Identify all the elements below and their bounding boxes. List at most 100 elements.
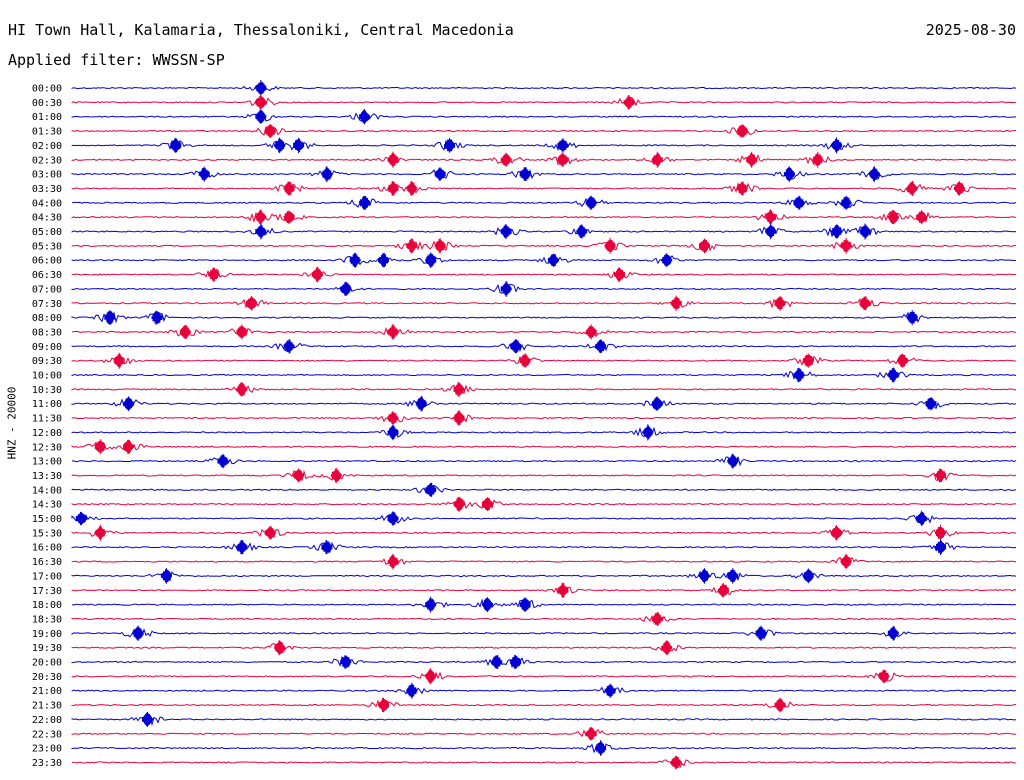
trace-line: [72, 629, 1016, 638]
event-burst: [482, 497, 492, 511]
trace-line: [72, 759, 1016, 768]
row-time-label: 00:30: [32, 98, 62, 109]
event-burst: [511, 339, 521, 353]
event-burst: [124, 440, 134, 454]
row-time-label: 01:30: [32, 127, 62, 138]
row-time-label: 19:30: [32, 643, 62, 654]
event-burst: [794, 196, 804, 210]
event-burst: [784, 166, 794, 181]
event-burst: [803, 569, 813, 584]
trace-line: [72, 85, 1016, 94]
event-burst: [615, 268, 625, 282]
event-burst: [133, 626, 143, 641]
event-burst: [95, 525, 105, 541]
event-burst: [114, 353, 124, 369]
event-burst: [331, 468, 341, 483]
event-burst: [171, 138, 181, 153]
trace-line: [72, 688, 1016, 697]
row-time-label: 02:00: [32, 141, 62, 152]
row-time-label: 05:00: [32, 227, 62, 238]
event-burst: [756, 626, 766, 641]
row-time-label: 22:30: [32, 729, 62, 740]
trace-line: [72, 155, 1016, 165]
trace-line: [72, 227, 1016, 238]
event-burst: [888, 368, 898, 383]
event-burst: [832, 525, 842, 541]
row-time-label: 03:00: [32, 170, 62, 181]
row-time-label: 08:30: [32, 327, 62, 338]
row-time-label: 12:00: [32, 428, 62, 439]
event-burst: [124, 396, 134, 411]
event-burst: [917, 210, 927, 224]
row-time-label: 15:00: [32, 514, 62, 525]
event-burst: [747, 152, 757, 168]
event-burst: [426, 668, 436, 684]
event-burst: [652, 152, 662, 168]
event-burst: [643, 424, 653, 440]
trace-line: [72, 673, 1016, 682]
event-burst: [388, 511, 398, 526]
event-burst: [284, 210, 294, 224]
event-burst: [256, 110, 266, 124]
trace-line: [72, 399, 1016, 409]
row-time-label: 02:30: [32, 155, 62, 166]
event-burst: [936, 525, 946, 541]
event-burst: [388, 324, 398, 340]
event-burst: [237, 540, 247, 554]
event-burst: [256, 80, 266, 96]
event-burst: [794, 368, 804, 383]
trace-line: [72, 700, 1016, 710]
row-time-label: 13:00: [32, 457, 62, 468]
trace-line: [72, 486, 1016, 494]
trace-line: [72, 327, 1016, 336]
event-burst: [454, 497, 464, 512]
event-burst: [907, 181, 917, 196]
event-burst: [841, 238, 851, 254]
trace-line: [72, 543, 1016, 552]
event-burst: [426, 597, 436, 613]
row-time-label: 04:00: [32, 198, 62, 209]
trace-line: [72, 198, 1016, 208]
event-burst: [265, 124, 275, 138]
trace-line: [72, 313, 1016, 323]
event-burst: [322, 166, 332, 182]
event-burst: [775, 296, 785, 311]
row-time-label: 01:00: [32, 112, 62, 123]
event-burst: [388, 411, 398, 425]
event-burst: [596, 340, 606, 354]
event-burst: [275, 138, 285, 154]
row-time-label: 18:30: [32, 614, 62, 625]
event-burst: [596, 740, 606, 756]
row-time-label: 17:00: [32, 571, 62, 582]
trace-line: [72, 240, 1016, 251]
event-burst: [95, 439, 105, 454]
event-burst: [161, 568, 171, 584]
row-time-label: 06:30: [32, 270, 62, 281]
event-burst: [426, 252, 436, 268]
event-burst: [700, 568, 710, 583]
row-time-label: 14:00: [32, 485, 62, 496]
event-burst: [728, 454, 738, 469]
event-burst: [407, 238, 417, 253]
event-burst: [256, 224, 266, 240]
trace-line: [72, 355, 1016, 365]
trace-line: [72, 256, 1016, 265]
event-burst: [926, 397, 936, 410]
event-burst: [388, 152, 398, 168]
event-burst: [860, 224, 870, 240]
event-burst: [284, 182, 294, 196]
row-time-label: 20:30: [32, 672, 62, 683]
row-time-label: 06:00: [32, 256, 62, 267]
event-burst: [426, 483, 436, 497]
row-time-label: 21:30: [32, 701, 62, 712]
row-time-label: 11:00: [32, 399, 62, 410]
row-time-label: 08:00: [32, 313, 62, 324]
trace-line: [72, 299, 1016, 309]
event-burst: [294, 138, 304, 153]
trace-line: [72, 615, 1016, 623]
trace-line: [72, 284, 1016, 293]
trace-line: [72, 586, 1016, 596]
event-burst: [76, 512, 86, 525]
event-burst: [379, 253, 389, 267]
